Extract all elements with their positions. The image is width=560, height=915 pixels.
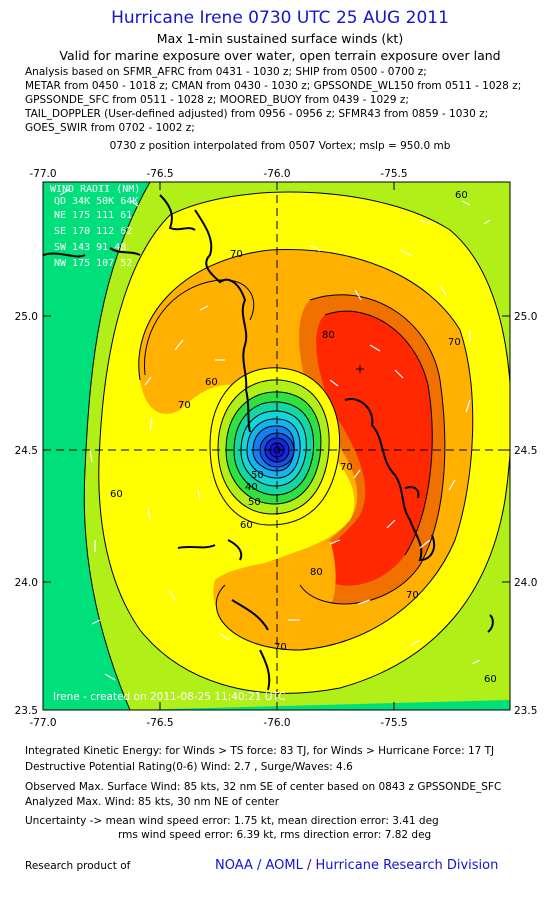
contour-label: 70 (274, 642, 287, 653)
contour-labels: 60 70 80 70 60 50 40 50 60 70 80 70 60 7… (110, 190, 497, 685)
lon-tick-top: -76.5 (146, 168, 173, 180)
axis-labels: -77.0 -76.5 -76.0 -75.5 -77.0 -76.5 -76.… (15, 168, 538, 729)
wind-radii-row: SW 143 91 48 (54, 242, 126, 253)
lon-tick-bottom: -76.5 (146, 717, 173, 729)
ike-line: Integrated Kinetic Energy: for Winds > T… (25, 745, 495, 757)
credit-org-link[interactable]: NOAA / AOML / Hurricane Research Divisio… (215, 858, 499, 873)
position-note: 0730 z position interpolated from 0507 V… (109, 140, 451, 152)
lat-tick-right: 23.5 (514, 705, 537, 717)
contour-label: 60 (240, 520, 253, 531)
contour-label: 70 (406, 590, 419, 601)
contour-label: 60 (110, 489, 123, 500)
contour-label: 70 (448, 337, 461, 348)
analysis-line-4: TAIL_DOPPLER (User-defined adjusted) fro… (25, 108, 489, 120)
dpr-line: Destructive Potential Rating(0-6) Wind: … (25, 761, 353, 773)
subtitle-line-2: Valid for marine exposure over water, op… (59, 48, 501, 63)
contour-label: 70 (178, 400, 191, 411)
wind-map: 60 70 80 70 60 50 40 50 60 70 80 70 60 7… (15, 168, 538, 729)
lon-tick-bottom: -77.0 (29, 717, 56, 729)
lon-tick-bottom: -75.5 (380, 717, 407, 729)
contour-lines (83, 182, 510, 710)
uncertainty-line-2: rms wind speed error: 6.39 kt, rms direc… (118, 829, 432, 841)
uncertainty-line-1: Uncertainty -> mean wind speed error: 1.… (25, 815, 439, 827)
analyzed-max-line: Analyzed Max. Wind: 85 kts, 30 nm NE of … (25, 796, 280, 808)
contour-label: 70 (230, 249, 243, 260)
tick-marks (42, 182, 510, 711)
analysis-line-3: GPSSONDE_SFC from 0511 - 1028 z; MOORED_… (25, 94, 409, 106)
subtitle-line-1: Max 1-min sustained surface winds (kt) (156, 31, 404, 46)
max-wind-marker (356, 365, 364, 373)
wind-radii-table: WIND RADII (NM) QD 34K 50K 64K NE 175 11… (50, 184, 140, 269)
lon-tick-top: -77.0 (29, 168, 56, 180)
analysis-line-2: METAR from 0450 - 1018 z; CMAN from 0430… (25, 80, 522, 92)
lat-tick-left: 24.5 (15, 445, 38, 457)
wind-arrows (59, 188, 491, 681)
contour-label: 60 (484, 674, 497, 685)
analysis-line-5: GOES_SWIR from 0702 - 1002 z; (25, 122, 195, 134)
lat-tick-right: 24.5 (514, 445, 537, 457)
credit-label: Research product of (25, 860, 131, 872)
wind-radii-title: WIND RADII (NM) (50, 184, 140, 195)
lat-tick-right: 24.0 (514, 577, 537, 589)
contour-label: 80 (322, 330, 335, 341)
lon-tick-top: -76.0 (263, 168, 290, 180)
contour-label: 70 (340, 462, 353, 473)
analysis-line-1: Analysis based on SFMR_AFRC from 0431 - … (25, 66, 427, 78)
lat-tick-left: 24.0 (15, 577, 38, 589)
contour-label: 60 (205, 377, 218, 388)
wind-radii-row: SE 170 112 62 (54, 226, 132, 237)
contour-label: 50 (248, 497, 261, 508)
lat-tick-left: 25.0 (15, 311, 38, 323)
lon-tick-top: -75.5 (380, 168, 407, 180)
contour-label: 60 (455, 190, 468, 201)
lat-tick-right: 25.0 (514, 311, 537, 323)
wind-radii-row: NE 175 111 61 (54, 210, 132, 221)
wind-radii-row: NW 175 107 52 (54, 258, 132, 269)
lon-tick-bottom: -76.0 (263, 717, 290, 729)
band-gt100 (316, 311, 433, 586)
observed-max-line: Observed Max. Surface Wind: 85 kts, 32 n… (25, 781, 502, 793)
coastlines (43, 194, 494, 691)
page-title: Hurricane Irene 0730 UTC 25 AUG 2011 (111, 8, 449, 28)
contour-label: 40 (245, 482, 258, 493)
watermark: Irene - created on 2011-08-25 11:40:21 U… (53, 691, 286, 703)
contour-label: 50 (251, 470, 264, 481)
wind-field: 60 70 80 70 60 50 40 50 60 70 80 70 60 7… (43, 182, 510, 710)
contour-label: 80 (310, 567, 323, 578)
wind-radii-header: QD 34K 50K 64K (54, 196, 138, 207)
eye-rings (209, 367, 341, 526)
lat-tick-left: 23.5 (15, 705, 38, 717)
band-80-90-nw (144, 279, 254, 409)
band-80-90-s (213, 540, 336, 645)
